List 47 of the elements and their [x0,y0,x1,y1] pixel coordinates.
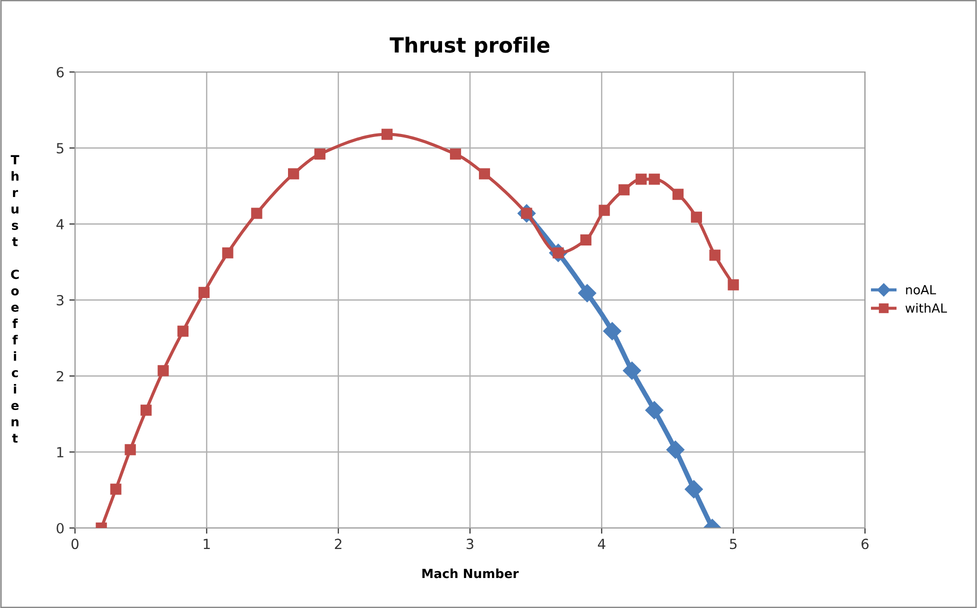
point [124,444,136,456]
point [314,148,326,160]
point [648,174,660,185]
point [636,174,647,185]
point [645,401,664,420]
point [690,212,702,223]
point [198,286,210,298]
point [381,128,393,140]
point [288,168,300,180]
x-tick-label: 6 [862,538,869,550]
text: Thrust Coefficient [10,155,20,443]
chart-title: Thrust profile [390,36,550,57]
point [578,284,596,302]
point [478,168,490,180]
point [110,484,122,495]
x-tick-label: 2 [334,538,342,549]
legend-label: withAL [906,303,947,313]
x-tick-label: 3 [466,538,474,550]
point [222,247,234,258]
point [618,184,630,196]
legend-label: noAL [906,285,936,294]
x-tick-label: 1 [204,538,210,549]
y-tick-label: 3 [56,294,64,306]
point [603,322,622,340]
point [251,208,262,219]
y-tick-label: 2 [56,370,64,382]
point [666,440,684,459]
point [728,279,739,290]
point [598,204,610,216]
point [709,250,720,261]
x-tick-label: 4 [598,538,606,549]
point [450,148,462,160]
y-tick-label: 5 [56,143,64,154]
y-tick-label: 6 [56,66,64,78]
y-tick-label: 4 [56,219,64,230]
x-axis-title: Mach Number [422,568,519,578]
point [684,480,703,498]
point [140,404,152,416]
x-tick-label: 5 [730,538,737,550]
point [622,362,641,380]
x-tick-label: 0 [71,538,78,550]
point [158,365,169,376]
y-tick-label: 0 [56,522,64,534]
point [177,326,189,337]
point [672,188,684,200]
point [580,234,592,246]
y-tick-label: 1 [57,447,64,458]
